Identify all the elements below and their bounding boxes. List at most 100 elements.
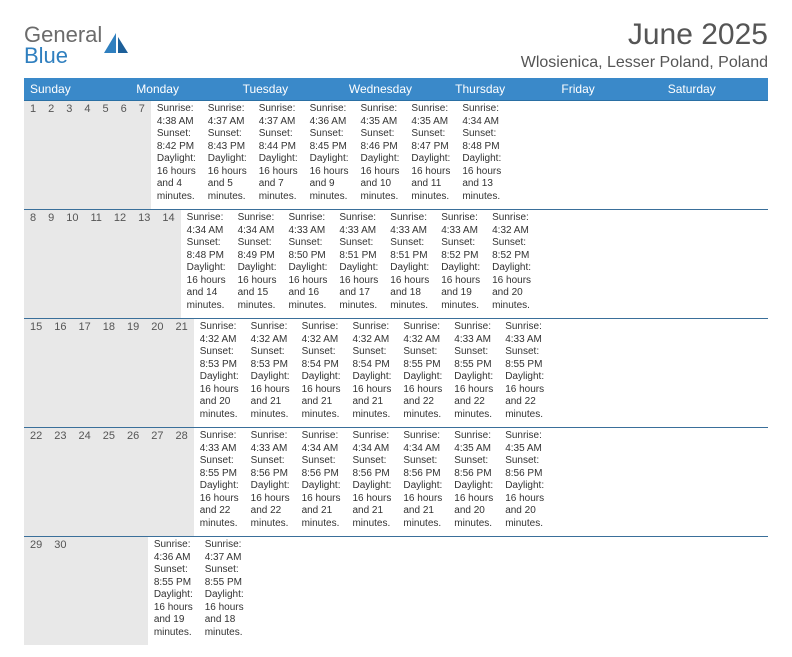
sunset-text: Sunset: 8:56 PM [505,455,544,480]
sunrise-text: Sunrise: 4:37 AM [259,103,298,128]
day-number: 6 [115,101,133,209]
day-cell: Sunrise: 4:32 AMSunset: 8:53 PMDaylight:… [245,319,296,427]
day-number: 11 [85,210,108,318]
sunset-text: Sunset: 8:56 PM [352,455,391,480]
day-number: 5 [97,101,115,209]
sunset-text: Sunset: 8:48 PM [187,237,226,262]
daynum-band: 22232425262728 [24,428,194,536]
dl1-text: Daylight: 16 hours [339,262,378,287]
sunrise-text: Sunrise: 4:37 AM [208,103,247,128]
day-number: 26 [121,428,145,536]
dl1-text: Daylight: 16 hours [154,589,193,614]
sunrise-text: Sunrise: 4:34 AM [187,212,226,237]
sunrise-text: Sunrise: 4:34 AM [302,430,341,455]
sunset-text: Sunset: 8:55 PM [454,346,493,371]
week-row: 15161718192021Sunrise: 4:32 AMSunset: 8:… [24,319,768,428]
day-cell: Sunrise: 4:34 AMSunset: 8:48 PMDaylight:… [456,101,507,209]
sunset-text: Sunset: 8:51 PM [339,237,378,262]
daynum-band: 891011121314 [24,210,181,318]
dl2-text: and 11 minutes. [411,178,450,203]
weekday-wednesday: Wednesday [343,78,449,100]
brand-logo: General Blue [24,24,130,67]
sunset-text: Sunset: 8:55 PM [205,564,244,589]
dl1-text: Daylight: 16 hours [310,153,349,178]
sunrise-text: Sunrise: 4:33 AM [339,212,378,237]
month-title: June 2025 [521,18,768,52]
content-band: Sunrise: 4:33 AMSunset: 8:55 PMDaylight:… [194,428,550,536]
week-row: 22232425262728Sunrise: 4:33 AMSunset: 8:… [24,428,768,537]
day-cell: Sunrise: 4:33 AMSunset: 8:50 PMDaylight:… [282,210,333,318]
day-cell: Sunrise: 4:33 AMSunset: 8:51 PMDaylight:… [384,210,435,318]
dl1-text: Daylight: 16 hours [411,153,450,178]
sunrise-text: Sunrise: 4:32 AM [352,321,391,346]
sunrise-text: Sunrise: 4:34 AM [238,212,277,237]
sunrise-text: Sunrise: 4:35 AM [361,103,400,128]
sunrise-text: Sunrise: 4:32 AM [403,321,442,346]
dl2-text: and 19 minutes. [154,614,193,639]
dl2-text: and 22 minutes. [505,396,544,421]
weekday-sunday: Sunday [24,78,130,100]
dl1-text: Daylight: 16 hours [259,153,298,178]
day-number: 12 [108,210,132,318]
day-number: 18 [97,319,121,427]
dl1-text: Daylight: 16 hours [251,480,290,505]
day-cell: Sunrise: 4:35 AMSunset: 8:47 PMDaylight:… [405,101,456,209]
sunset-text: Sunset: 8:49 PM [238,237,277,262]
sunset-text: Sunset: 8:48 PM [462,128,501,153]
weekday-thursday: Thursday [449,78,555,100]
sunrise-text: Sunrise: 4:35 AM [454,430,493,455]
sunset-text: Sunset: 8:55 PM [505,346,544,371]
day-number: 14 [156,210,180,318]
week-row: 891011121314Sunrise: 4:34 AMSunset: 8:48… [24,210,768,319]
content-band: Sunrise: 4:32 AM Sunset: 8:53 PM Daylight:… [194,319,550,427]
logo-text-block: General Blue [24,24,102,67]
dl2-text: and 22 minutes. [454,396,493,421]
day-number: 1 [24,101,42,209]
sail-icon [102,31,130,55]
sunrise-text: Sunrise: 4:32 AM [302,321,341,346]
dl1-text: Daylight: 16 hours [302,480,341,505]
weekday-friday: Friday [555,78,661,100]
day-cell: Sunrise: 4:33 AMSunset: 8:55 PMDaylight:… [448,319,499,427]
page-header: General Blue June 2025 Wlosienica, Lesse… [24,18,768,72]
day-number: 4 [78,101,96,209]
dl2-text: and 21 minutes. [352,505,391,530]
sunrise-text: Sunrise: 4:33 AM [454,321,493,346]
dl2-text: and 22 minutes. [403,396,442,421]
dl2-text: and 15 minutes. [238,287,277,312]
sunrise-text: Sunrise: 4:33 AM [200,430,239,455]
day-number: 29 [24,537,48,645]
dl1-text: Daylight: 16 hours [302,371,341,396]
sunset-text: Sunset: 8:51 PM [390,237,429,262]
weekday-tuesday: Tuesday [237,78,343,100]
day-number: 23 [48,428,72,536]
day-cell: Sunrise: 4:33 AMSunset: 8:56 PMDaylight:… [245,428,296,536]
content-band: Sunrise: 4:36 AMSunset: 8:55 PMDaylight:… [148,537,310,645]
day-number: 13 [132,210,156,318]
sunset-text: Sunset: 8:53 PM [251,346,290,371]
sunset-text: Sunset: 8:52 PM [441,237,480,262]
dl1-text: Daylight: 16 hours [288,262,327,287]
day-cell: Sunrise: 4:37 AMSunset: 8:55 PMDaylight:… [199,537,250,645]
dl1-text: Daylight: 16 hours [403,371,442,396]
day-cell: Sunrise: 4:32 AMSunset: 8:55 PMDaylight:… [397,319,448,427]
dl2-text: and 21 minutes. [352,396,391,421]
dl2-text: and 20 minutes. [454,505,493,530]
day-cell: Sunrise: 4:36 AMSunset: 8:55 PMDaylight:… [148,537,199,645]
day-number: 19 [121,319,145,427]
sunset-text: Sunset: 8:46 PM [361,128,400,153]
week-row: 1234567Sunrise: 4:38 AMSunset: 8:42 PMDa… [24,101,768,210]
day-cell: Sunrise: 4:33 AMSunset: 8:52 PMDaylight:… [435,210,486,318]
sunrise-text: Sunrise: 4:35 AM [505,430,544,455]
day-cell: Sunrise: 4:35 AMSunset: 8:56 PMDaylight:… [499,428,550,536]
day-number: 24 [73,428,97,536]
dl2-text: and 16 minutes. [288,287,327,312]
day-cell: Sunrise: 4:37 AMSunset: 8:44 PMDaylight:… [253,101,304,209]
dl1-text: Daylight: 16 hours [200,371,239,396]
dl1-text: Daylight: 16 hours [505,480,544,505]
day-cell: Sunrise: 4:34 AMSunset: 8:56 PMDaylight:… [346,428,397,536]
sunrise-text: Sunrise: 4:33 AM [390,212,429,237]
sunset-text: Sunset: 8:56 PM [403,455,442,480]
dl2-text: and 18 minutes. [205,614,244,639]
dl1-text: Daylight: 16 hours [205,589,244,614]
